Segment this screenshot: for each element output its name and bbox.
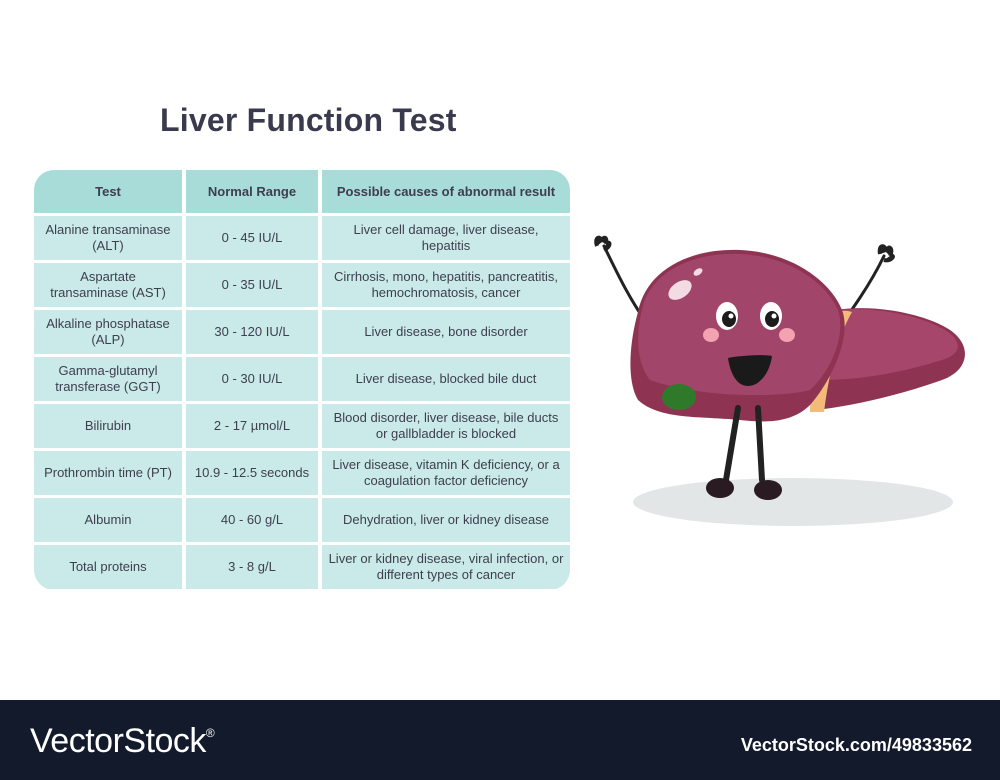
left-eye-glint [728,313,734,319]
abnormal-causes: Cirrhosis, mono, hepatitis, pancreatitis… [322,263,570,307]
normal-range: 0 - 30 IU/L [186,357,318,401]
liver-function-table: Test Normal Range Possible causes of abn… [34,170,570,590]
test-name: Prothrombin time (PT) [34,451,182,495]
green-spot [662,384,696,410]
test-name: Total proteins [34,545,182,589]
abnormal-causes: Liver or kidney disease, viral infection… [322,545,570,589]
right-pupil [765,311,779,327]
liver-right-lobe-highlight [820,309,958,380]
image-credit: VectorStock.com/49833562 [740,735,972,755]
right-leg [755,405,765,483]
test-name: Alanine transaminase (ALT) [34,216,182,260]
ground-shadow [633,478,953,526]
right-foot [754,480,782,500]
header-causes: Possible causes of abnormal result [322,170,570,213]
table-row: Total proteins 3 - 8 g/L Liver or kidney… [34,545,570,589]
normal-range: 3 - 8 g/L [186,545,318,589]
table-header-row: Test Normal Range Possible causes of abn… [34,170,570,213]
shine-highlight [668,280,692,300]
brand-logo[interactable]: VectorStock® [30,722,215,761]
table-row: Aspartate transaminase (AST) 0 - 35 IU/L… [34,263,570,307]
abnormal-causes: Liver disease, bone disorder [322,310,570,354]
normal-range: 0 - 45 IU/L [186,216,318,260]
shine-dot [693,268,703,276]
left-pupil [722,311,736,327]
registered-mark: ® [205,726,215,740]
table-row: Gamma-glutamyl transferase (GGT) 0 - 30 … [34,357,570,401]
abnormal-causes: Blood disorder, liver disease, bile duct… [322,404,570,448]
left-leg [723,405,741,483]
abnormal-causes: Liver disease, vitamin K deficiency, or … [322,451,570,495]
right-cheek [779,328,795,342]
table-row: Alkaline phosphatase (ALP) 30 - 120 IU/L… [34,310,570,354]
mouth [728,355,772,386]
test-name: Aspartate transaminase (AST) [34,263,182,307]
header-normal-range: Normal Range [186,170,318,213]
normal-range: 0 - 35 IU/L [186,263,318,307]
left-hand [594,235,612,252]
brand-name: VectorStock [30,722,206,760]
table-row: Bilirubin 2 - 17 µmol/L Blood disorder, … [34,404,570,448]
header-test: Test [34,170,182,213]
right-hand [877,244,895,263]
table-row: Prothrombin time (PT) 10.9 - 12.5 second… [34,451,570,495]
abnormal-causes: Liver cell damage, liver disease, hepati… [322,216,570,260]
normal-range: 10.9 - 12.5 seconds [186,451,318,495]
page-title: Liver Function Test [160,102,457,138]
right-eye-glint [771,313,777,319]
left-cheek [703,328,719,342]
normal-range: 30 - 120 IU/L [186,310,318,354]
footer-bar: VectorStock® VectorStock.com/49833562 [0,700,1000,780]
abnormal-causes: Liver disease, blocked bile duct [322,357,570,401]
table-row: Alanine transaminase (ALT) 0 - 45 IU/L L… [34,216,570,260]
test-name: Albumin [34,498,182,542]
test-name: Bilirubin [34,404,182,448]
normal-range: 2 - 17 µmol/L [186,404,318,448]
test-name: Alkaline phosphatase (ALP) [34,310,182,354]
left-foot [706,478,734,498]
cartoon-liver-character [594,235,965,526]
normal-range: 40 - 60 g/L [186,498,318,542]
abnormal-causes: Dehydration, liver or kidney disease [322,498,570,542]
table-row: Albumin 40 - 60 g/L Dehydration, liver o… [34,498,570,542]
test-name: Gamma-glutamyl transferase (GGT) [34,357,182,401]
